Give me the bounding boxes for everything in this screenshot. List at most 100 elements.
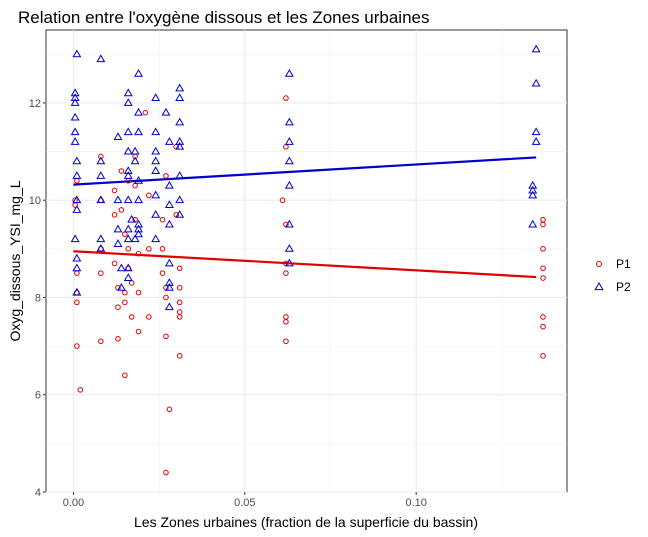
data-point-p2: [113, 132, 123, 140]
data-point-p2: [531, 127, 541, 136]
data-point-p1: [176, 353, 183, 359]
legend-label-p1: P1: [616, 257, 631, 271]
legend-key-p2: [594, 281, 604, 291]
data-point-p1: [111, 187, 118, 194]
data-point-p1: [540, 275, 546, 281]
data-point-p2: [134, 229, 144, 238]
data-point-p2: [72, 205, 82, 213]
data-point-p1: [540, 265, 546, 272]
data-point-p2: [531, 137, 541, 145]
data-point-p1: [74, 299, 80, 306]
y-tick-label: 4: [35, 487, 41, 499]
data-point-p1: [283, 338, 289, 345]
data-point-p1: [176, 299, 183, 306]
data-point-p2: [72, 156, 82, 165]
trend-line-p2: [73, 156, 537, 186]
data-point-p2: [164, 219, 174, 228]
data-point-p2: [123, 263, 133, 272]
data-point-p2: [528, 185, 538, 194]
data-point-p2: [70, 137, 80, 145]
data-point-p2: [284, 244, 294, 252]
data-point-p1: [142, 109, 149, 116]
data-point-p2: [151, 146, 161, 155]
data-point-p2: [151, 166, 161, 175]
data-point-p1: [540, 323, 546, 330]
data-point-p2: [284, 219, 294, 228]
data-point-p1: [540, 353, 546, 359]
x-tick-label: 0.10: [405, 497, 426, 509]
data-point-p2: [175, 137, 185, 145]
data-point-p2: [123, 195, 133, 204]
legend: P1 P2: [594, 257, 631, 294]
data-point-p1: [146, 246, 152, 252]
data-point-p2: [70, 98, 80, 106]
data-point-p1: [98, 153, 104, 160]
data-point-p2: [164, 282, 174, 291]
data-point-p2: [175, 117, 185, 126]
data-point-p2: [164, 200, 174, 209]
data-point-p2: [123, 146, 133, 155]
data-point-p1: [283, 95, 289, 101]
data-point-p1: [118, 207, 125, 213]
data-point-p2: [70, 88, 80, 97]
legend-key-p1: [596, 261, 602, 267]
data-point-p1: [283, 318, 289, 325]
y-tick-label: 12: [29, 98, 41, 110]
x-tick-label: 0.00: [63, 497, 84, 509]
data-point-p2: [123, 166, 133, 175]
data-point-p2: [531, 78, 541, 87]
data-point-p2: [96, 195, 106, 204]
data-point-p1: [283, 270, 289, 276]
data-point-p2: [116, 282, 126, 291]
data-point-p1: [176, 314, 183, 320]
data-point-p2: [528, 219, 538, 228]
data-point-p2: [151, 209, 161, 218]
data-point-p2: [151, 93, 161, 102]
data-point-p1: [98, 338, 104, 345]
data-point-p1: [176, 265, 183, 272]
data-point-p1: [135, 328, 142, 335]
data-point-p2: [72, 171, 82, 179]
data-point-p2: [284, 180, 294, 189]
data-point-p2: [123, 127, 133, 136]
data-point-p2: [134, 107, 144, 116]
data-points: [70, 44, 546, 476]
data-point-p1: [122, 299, 128, 306]
data-point-p2: [164, 137, 174, 145]
data-point-p2: [123, 224, 133, 233]
data-point-p1: [74, 343, 80, 349]
data-point-p2: [72, 287, 82, 296]
data-point-p2: [531, 44, 541, 53]
data-point-p2: [72, 263, 82, 272]
data-point-p1: [115, 336, 121, 342]
data-point-p2: [70, 127, 80, 136]
data-point-p2: [70, 234, 80, 243]
data-point-p2: [130, 146, 140, 155]
data-point-p1: [540, 221, 546, 228]
data-point-p1: [135, 289, 142, 296]
data-point-p2: [113, 224, 123, 233]
data-point-p1: [146, 314, 152, 320]
data-point-p1: [125, 246, 132, 252]
data-point-p1: [115, 304, 121, 311]
data-point-p2: [151, 156, 161, 165]
data-point-p2: [175, 83, 185, 92]
data-point-p1: [540, 246, 546, 252]
data-point-p2: [72, 49, 82, 58]
data-point-p1: [135, 250, 142, 257]
data-point-p2: [134, 224, 144, 233]
grid-lines: [46, 30, 567, 493]
data-point-p1: [163, 469, 169, 476]
data-point-p2: [123, 171, 133, 179]
legend-label-p2: P2: [616, 280, 631, 294]
data-point-p2: [528, 180, 538, 189]
y-tick-label: 8: [35, 292, 41, 304]
data-point-p2: [284, 117, 294, 126]
y-tick-label: 6: [35, 390, 41, 402]
data-point-p2: [130, 156, 140, 165]
data-point-p2: [134, 127, 144, 136]
data-point-p2: [96, 156, 106, 165]
data-point-p1: [118, 168, 125, 174]
data-point-p1: [159, 246, 166, 252]
